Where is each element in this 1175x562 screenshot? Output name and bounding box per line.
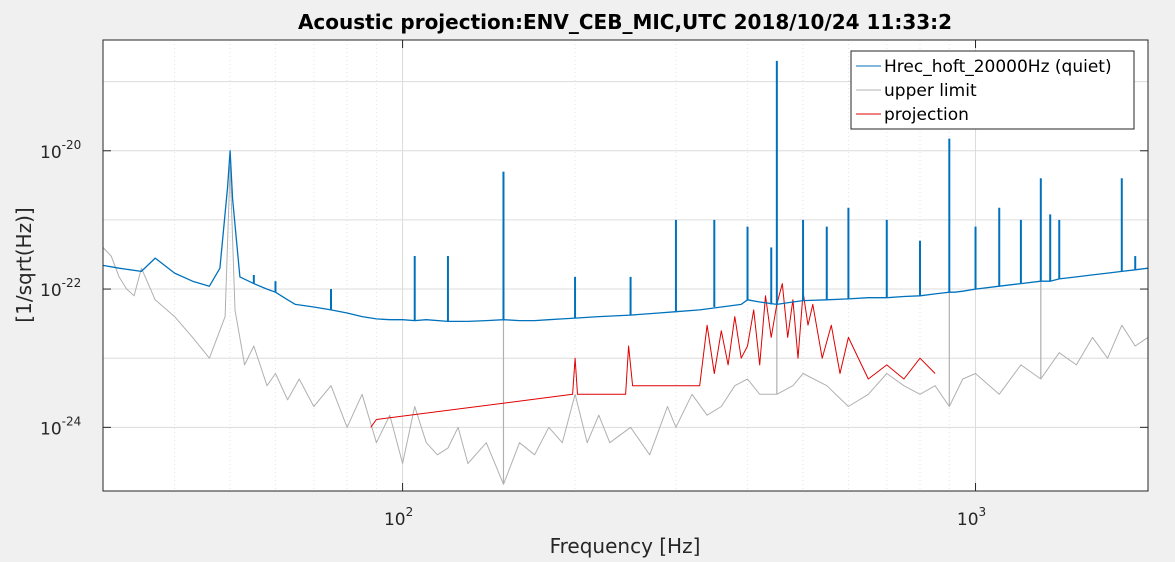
axis-ticks: 102 103 10-24 10-22 10-20: [40, 40, 1148, 530]
y-tick-label: 10-24: [40, 414, 81, 439]
series-line: [370, 283, 936, 428]
x-tick-label: 102: [384, 505, 413, 530]
series-0-group: [102, 60, 1149, 323]
series-2-group: [370, 283, 936, 428]
x-axis-label: Frequency [Hz]: [550, 534, 701, 558]
legend: Hrec_hoft_20000Hz (quiet) upper limit proj…: [850, 50, 1135, 130]
legend-label: Hrec_hoft_20000Hz (quiet): [884, 57, 1112, 77]
chart-title: Acoustic projection:ENV_CEB_MIC,UTC 2018…: [298, 10, 952, 34]
series-layer: [102, 60, 1149, 485]
series-line: [102, 150, 1149, 323]
legend-box: [850, 50, 1135, 130]
series-line: [102, 165, 1149, 485]
y-tick-label: 10-20: [40, 138, 81, 163]
y-axis-label: [1/sqrt(Hz)]: [12, 207, 36, 322]
legend-label: upper limit: [884, 81, 977, 101]
legend-label: projection: [884, 105, 969, 125]
y-tick-label: 10-22: [40, 276, 81, 301]
plot-frame: [102, 39, 1149, 492]
x-tick-label: 103: [957, 505, 986, 530]
